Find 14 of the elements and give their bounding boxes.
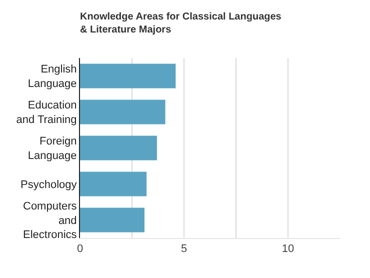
y-tick-label: Foreign Language bbox=[28, 136, 77, 162]
bar bbox=[80, 208, 144, 232]
y-tick-label: English Language bbox=[28, 64, 77, 90]
x-tick-label: 10 bbox=[282, 243, 294, 256]
bar bbox=[80, 136, 157, 160]
y-tick-label: Psychology bbox=[20, 178, 78, 191]
bar bbox=[80, 172, 147, 196]
y-tick-label: Computers and Electronics bbox=[23, 200, 78, 242]
y-tick-label: Education and Training bbox=[16, 100, 77, 126]
bar bbox=[80, 100, 166, 124]
bar bbox=[80, 64, 176, 88]
x-tick-label: 0 bbox=[76, 243, 84, 256]
x-tick-label: 5 bbox=[180, 243, 188, 256]
chart-title: Knowledge Areas for Classical Languages & Literature Majors bbox=[80, 11, 282, 36]
